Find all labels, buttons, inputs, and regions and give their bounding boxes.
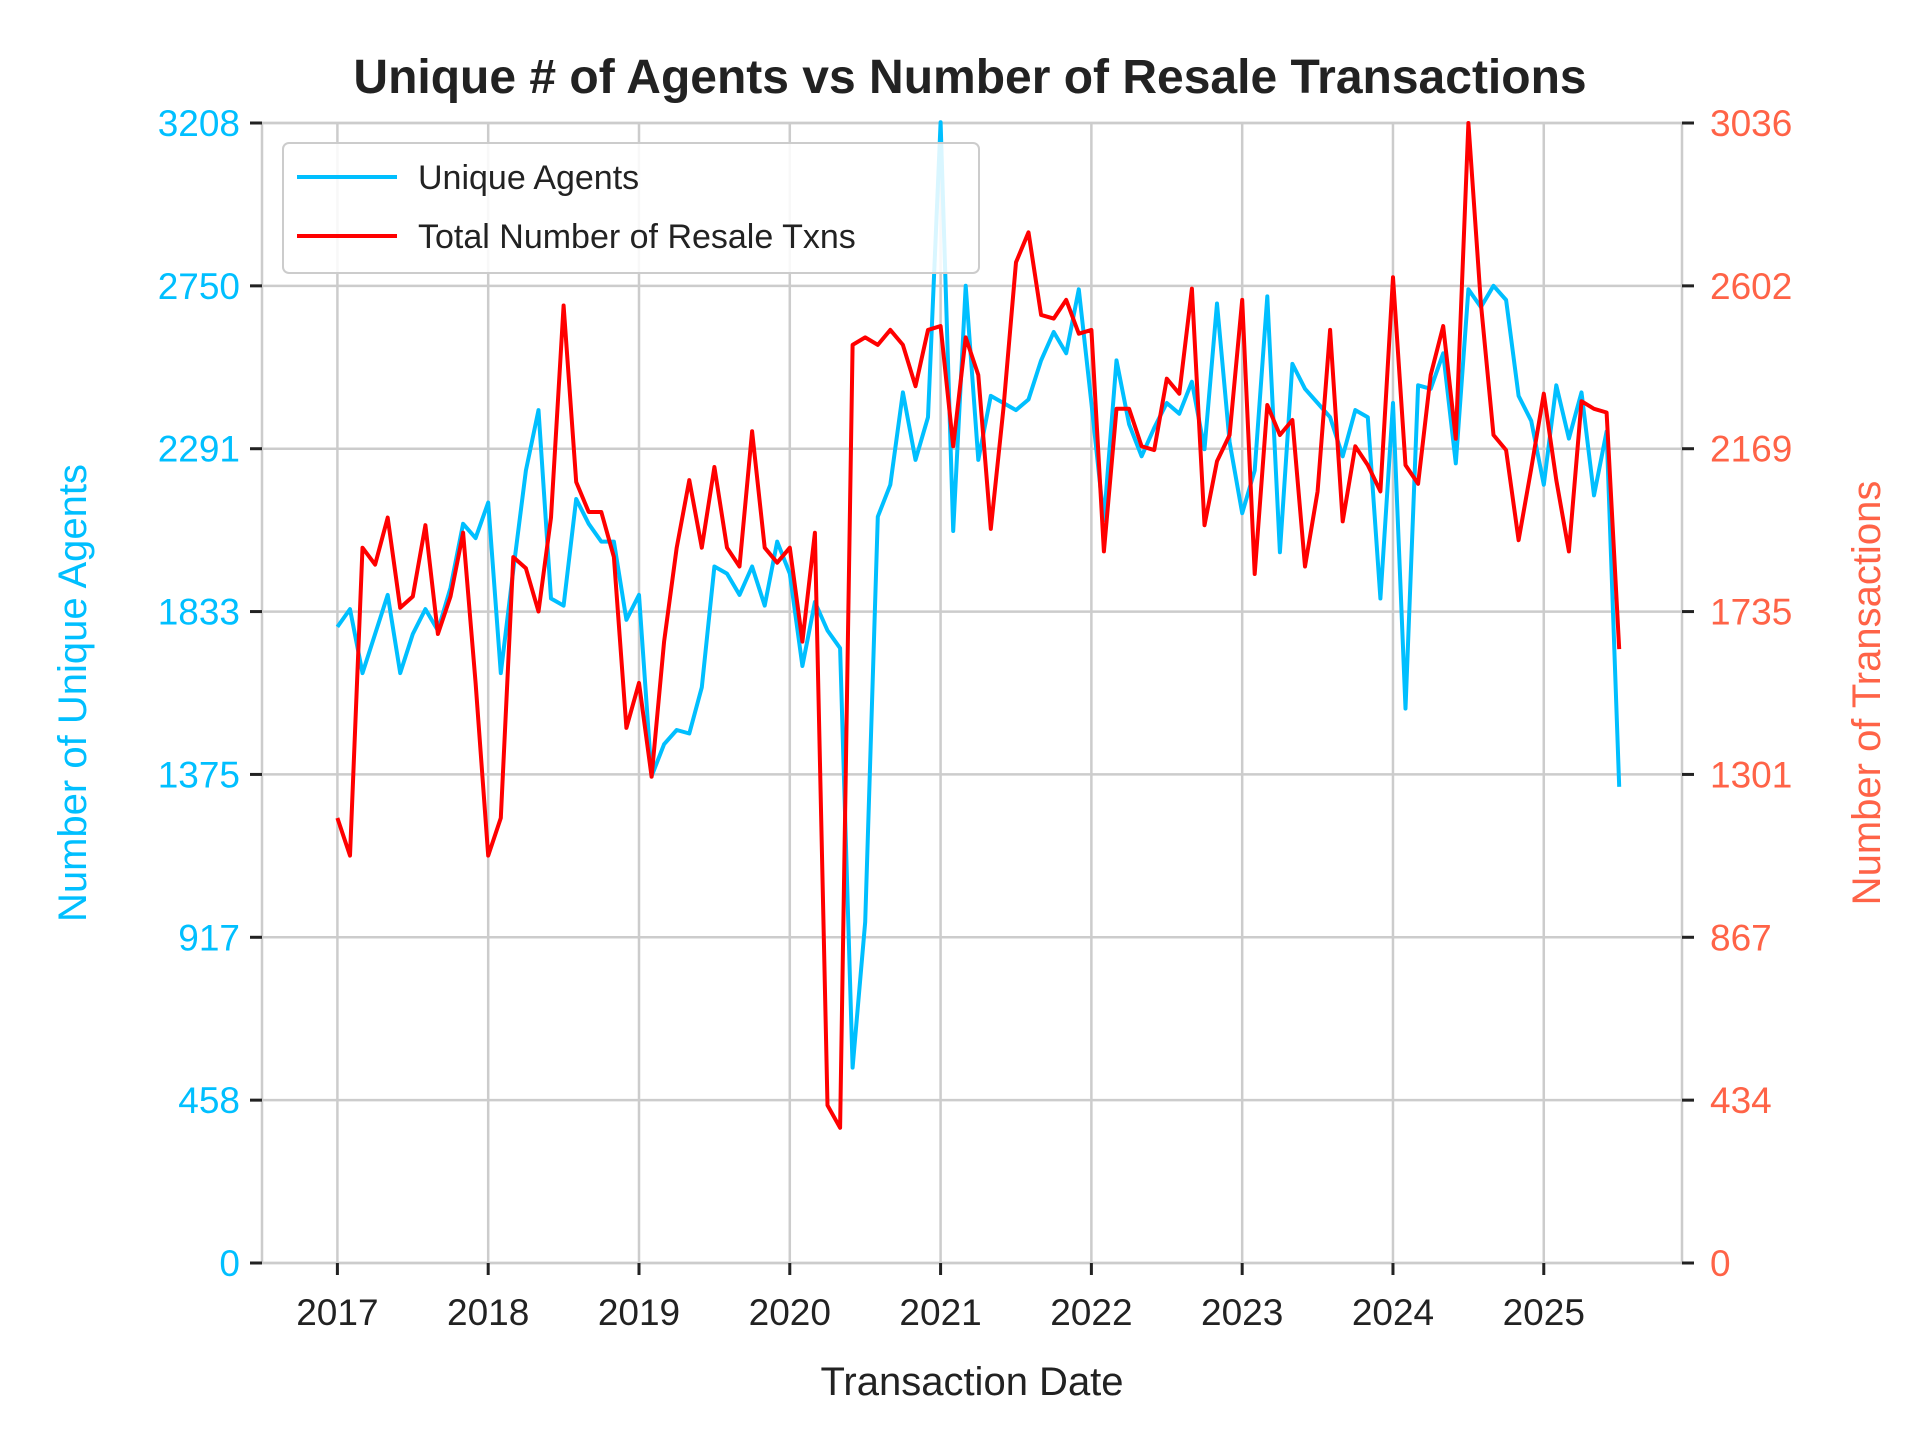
x-tick-label: 2017 — [296, 1292, 378, 1333]
y-left-tick-label: 458 — [178, 1080, 240, 1121]
legend-label-unique-agents: Unique Agents — [418, 159, 639, 197]
y-right-tick-label: 1301 — [1710, 754, 1792, 795]
y-left-tick-label: 917 — [178, 917, 240, 958]
legend-label-total-txns: Total Number of Resale Txns — [418, 218, 856, 256]
y-left-tick-label: 2750 — [158, 266, 240, 307]
y-right-tick-label: 867 — [1710, 917, 1772, 958]
y-left-tick-label: 3208 — [158, 103, 240, 144]
y-right-tick-label: 2169 — [1710, 429, 1792, 470]
y-left-tick-label: 1375 — [158, 754, 240, 795]
plot-frame — [260, 121, 1684, 1265]
series-line-unique-agents — [335, 120, 1622, 1070]
y-axis-left-label: Number of Unique Agents — [51, 464, 95, 922]
x-tick-label: 2019 — [598, 1292, 680, 1333]
x-tick-label: 2021 — [899, 1292, 981, 1333]
series-line-total-txns — [335, 121, 1622, 1130]
x-tick-label: 2025 — [1503, 1292, 1585, 1333]
y-right-tick-label: 3036 — [1710, 103, 1792, 144]
y-right-tick-label: 2602 — [1710, 266, 1792, 307]
y-left-tick-label: 0 — [219, 1243, 240, 1284]
y-left-tick-label: 2291 — [158, 429, 240, 470]
legend: Unique Agents Total Number of Resale Txn… — [282, 142, 980, 274]
x-tick-label: 2024 — [1352, 1292, 1434, 1333]
y-axis-right-label: Number of Transactions — [1845, 481, 1889, 906]
x-tick-label: 2023 — [1201, 1292, 1283, 1333]
legend-box — [282, 142, 980, 274]
x-tick-label: 2018 — [447, 1292, 529, 1333]
chart-title: Unique # of Agents vs Number of Resale T… — [353, 51, 1586, 104]
x-tick-label: 2022 — [1050, 1292, 1132, 1333]
series-lines — [335, 120, 1622, 1130]
y-left-tick-label: 1833 — [158, 592, 240, 633]
axes: 0 0 458 434 917 867 1375 1301 1833 1735 2291 2169 27… — [158, 103, 1793, 1333]
y-right-tick-label: 434 — [1710, 1080, 1772, 1121]
y-right-tick-label: 0 — [1710, 1243, 1731, 1284]
x-tick-label: 2020 — [749, 1292, 831, 1333]
x-axis-label: Transaction Date — [820, 1360, 1123, 1404]
y-right-tick-label: 1735 — [1710, 592, 1792, 633]
